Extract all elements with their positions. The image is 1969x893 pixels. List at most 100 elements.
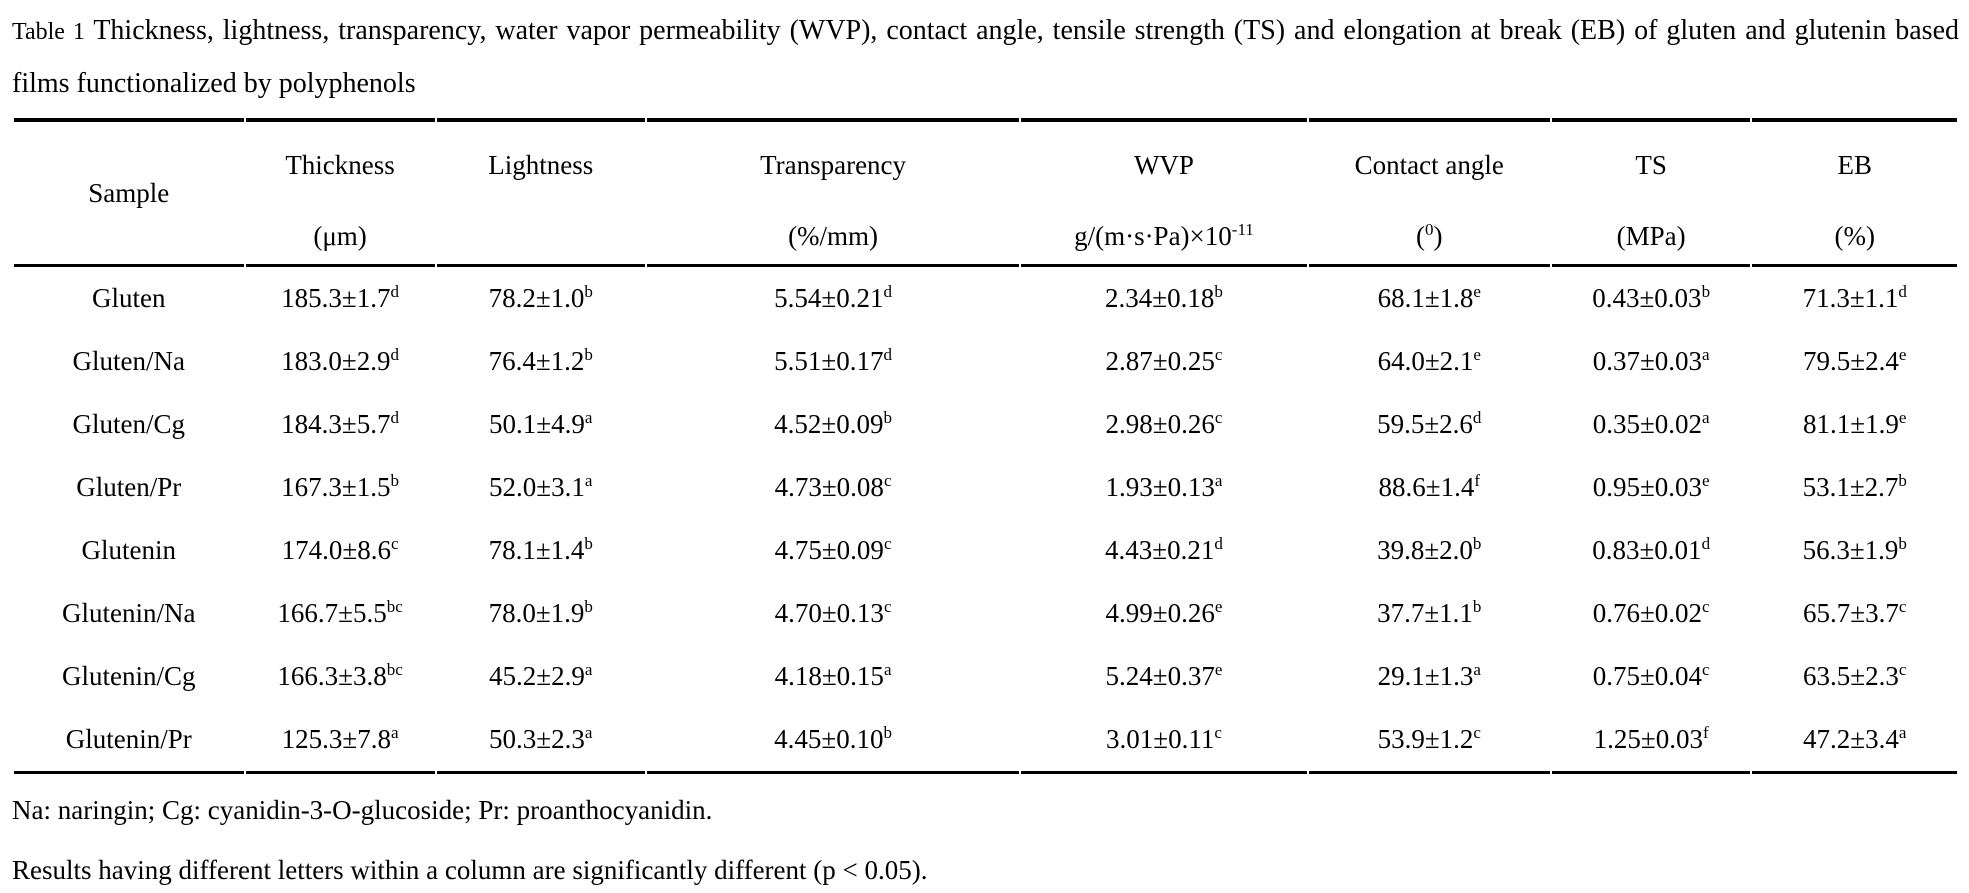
- significance-superscript: d: [1701, 534, 1711, 554]
- value-cell-contact-angle: 64.0±2.1e: [1377, 345, 1481, 377]
- value-cell-eb: 65.7±3.7c: [1803, 597, 1907, 629]
- significance-superscript: c: [1214, 408, 1223, 428]
- value-cell-thickness: 166.3±3.8bc: [277, 660, 403, 692]
- significance-superscript: b: [1701, 282, 1711, 302]
- value-cell-thickness: 185.3±1.7d: [281, 282, 399, 314]
- value-cell-wvp: 1.93±0.13a: [1105, 471, 1223, 503]
- significance-superscript: c: [883, 597, 892, 617]
- significance-superscript: f: [1474, 471, 1480, 491]
- significance-superscript: f: [1702, 723, 1709, 743]
- significance-superscript: a: [1702, 408, 1710, 428]
- value-cell-transparency: 4.18±0.15a: [774, 660, 892, 692]
- col-header-lightness: Lightness: [436, 118, 645, 208]
- table-row-gluten-na: Gluten/Na 183.0±2.9d 76.4±1.2b 5.51±0.17d 2.…: [14, 330, 1957, 393]
- significance-superscript: c: [390, 534, 399, 554]
- data-table: Sample Thickness Lightness Transparency WVP C…: [12, 118, 1959, 775]
- value-cell-contact-angle: 39.8±2.0b: [1377, 534, 1482, 566]
- value-cell-ts: 0.75±0.04c: [1592, 660, 1710, 692]
- significance-superscript: c: [1702, 597, 1710, 617]
- header-row-names: Sample Thickness Lightness Transparency WVP C…: [14, 118, 1957, 268]
- significance-superscript: b: [1472, 534, 1482, 554]
- significance-superscript: d: [390, 282, 399, 302]
- significance-superscript: c: [1214, 345, 1223, 365]
- value-cell-wvp: 2.34±0.18b: [1105, 282, 1223, 314]
- significance-superscript: a: [1473, 660, 1481, 680]
- value-cell-lightness: 78.0±1.9b: [488, 597, 593, 629]
- significance-superscript: b: [584, 345, 593, 365]
- col-unit-ts: (MPa): [1551, 208, 1751, 268]
- significance-superscript: a: [584, 408, 593, 428]
- value-cell-lightness: 50.1±4.9a: [489, 408, 593, 440]
- col-header-contact-angle: Contact angle: [1308, 118, 1550, 208]
- col-header-ts: TS: [1551, 118, 1751, 208]
- significance-superscript: bc: [386, 660, 403, 680]
- footnote-abbreviations: Na: naringin; Cg: cyanidin-3-O-glucoside…: [12, 795, 713, 826]
- significance-superscript: a: [584, 471, 593, 491]
- value-cell-lightness: 45.2±2.9a: [489, 660, 593, 692]
- value-cell-lightness: 52.0±3.1a: [489, 471, 593, 503]
- significance-superscript: a: [1214, 471, 1223, 491]
- value-cell-eb: 63.5±2.3c: [1803, 660, 1907, 692]
- value-cell-transparency: 4.73±0.08c: [774, 471, 892, 503]
- table-row-glutenin-pr: Glutenin/Pr 125.3±7.8a 50.3±2.3a 4.45±0.10b…: [14, 708, 1957, 775]
- table-caption-text: Thickness, lightness, transparency, wate…: [12, 15, 1960, 100]
- significance-superscript: d: [390, 345, 399, 365]
- col-header-wvp: WVP: [1021, 118, 1307, 208]
- significance-superscript: b: [1898, 471, 1907, 491]
- value-cell-ts: 0.37±0.03a: [1592, 345, 1710, 377]
- significance-superscript: d: [1472, 408, 1482, 428]
- value-cell-contact-angle: 37.7±1.1b: [1377, 597, 1482, 629]
- footnote-significance: Results having different letters within …: [12, 855, 928, 886]
- value-cell-wvp: 4.43±0.21d: [1105, 534, 1223, 566]
- value-cell-transparency: 4.75±0.09c: [774, 534, 892, 566]
- value-cell-contact-angle: 59.5±2.6d: [1377, 408, 1482, 440]
- value-cell-wvp: 2.98±0.26c: [1105, 408, 1223, 440]
- value-cell-eb: 71.3±1.1d: [1802, 282, 1907, 314]
- significance-superscript: e: [1702, 471, 1710, 491]
- value-cell-wvp: 2.87±0.25c: [1105, 345, 1223, 377]
- significance-superscript: e: [1898, 408, 1907, 428]
- significance-superscript: e: [1473, 345, 1481, 365]
- significance-superscript: b: [1214, 282, 1223, 302]
- significance-superscript: b: [883, 408, 892, 428]
- value-cell-thickness: 174.0±8.6c: [281, 534, 399, 566]
- value-cell-ts: 0.35±0.02a: [1592, 408, 1710, 440]
- value-cell-contact-angle: 68.1±1.8e: [1377, 282, 1481, 314]
- significance-superscript: 0: [1425, 219, 1434, 239]
- sample-cell: Glutenin/Pr: [14, 708, 244, 775]
- significance-superscript: b: [584, 282, 593, 302]
- significance-superscript: bc: [386, 597, 403, 617]
- significance-superscript: a: [584, 660, 593, 680]
- col-unit-wvp: g/(m·s·Pa)×10-11: [1021, 208, 1307, 268]
- significance-superscript: b: [1898, 534, 1907, 554]
- significance-superscript: a: [390, 723, 399, 743]
- sample-cell: Glutenin: [81, 535, 177, 566]
- col-unit-thickness: (μm): [245, 208, 435, 268]
- significance-superscript: a: [883, 660, 892, 680]
- value-cell-wvp: 4.99±0.26e: [1105, 597, 1223, 629]
- significance-superscript: d: [1214, 534, 1223, 554]
- col-header-thickness: Thickness: [245, 118, 435, 208]
- significance-superscript: c: [883, 534, 892, 554]
- header-row-units: (μm) (%/mm) g/(m·s·Pa)×10-11 (0) (MPa) (%): [14, 208, 1957, 268]
- value-cell-lightness: 76.4±1.2b: [488, 345, 593, 377]
- value-cell-ts: 1.25±0.03f: [1551, 708, 1751, 775]
- significance-superscript: b: [584, 534, 593, 554]
- significance-superscript: d: [883, 282, 892, 302]
- significance-superscript: c: [1702, 660, 1710, 680]
- significance-superscript: a: [584, 723, 593, 743]
- value-cell-transparency: 5.51±0.17d: [774, 345, 892, 377]
- value-cell-ts: 0.43±0.03b: [1592, 282, 1711, 314]
- sample-cell: Gluten/Na: [72, 346, 186, 377]
- significance-superscript: a: [1898, 723, 1907, 743]
- table-header: Sample Thickness Lightness Transparency WVP C…: [14, 118, 1957, 268]
- value-cell-thickness: 125.3±7.8a: [245, 708, 435, 775]
- col-unit-contact-angle: (0): [1308, 208, 1550, 268]
- sample-cell: Gluten/Cg: [72, 409, 186, 440]
- significance-superscript: c: [883, 471, 892, 491]
- value-cell-wvp: 5.24±0.37e: [1105, 660, 1223, 692]
- table-row-gluten-cg: Gluten/Cg 184.3±5.7d 50.1±4.9a 4.52±0.09b 2.…: [14, 393, 1957, 456]
- value-cell-thickness: 184.3±5.7d: [281, 408, 399, 440]
- sample-cell: Gluten: [92, 283, 166, 314]
